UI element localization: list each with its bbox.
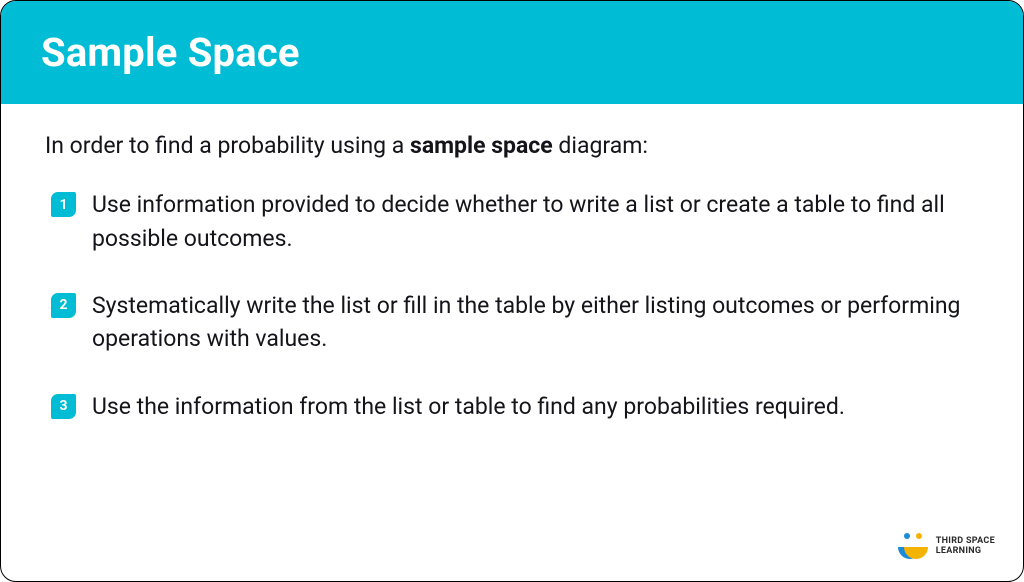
logo-line1: THIRD SPACE [936, 536, 995, 546]
step-badge: 1 [51, 192, 76, 217]
intro-bold: sample space [410, 132, 553, 159]
intro-text: In order to find a probability using a s… [45, 130, 979, 162]
step-item: 2 Systematically write the list or fill … [51, 289, 979, 356]
step-text: Systematically write the list or fill in… [92, 289, 979, 356]
logo-dot-yellow-icon [916, 533, 922, 539]
steps-list: 1 Use information provided to decide whe… [45, 188, 979, 423]
step-item: 1 Use information provided to decide whe… [51, 188, 979, 255]
step-item: 3 Use the information from the list or t… [51, 390, 979, 423]
card-header: Sample Space [1, 1, 1023, 104]
step-text: Use information provided to decide wheth… [92, 188, 979, 255]
info-card: Sample Space In order to find a probabil… [0, 0, 1024, 582]
logo-text: THIRD SPACE LEARNING [936, 536, 995, 557]
brand-logo: THIRD SPACE LEARNING [898, 533, 995, 559]
step-text: Use the information from the list or tab… [92, 390, 845, 423]
intro-prefix: In order to find a probability using a [45, 132, 410, 159]
logo-line2: LEARNING [936, 546, 995, 556]
step-badge: 3 [51, 394, 76, 419]
step-badge: 2 [51, 293, 76, 318]
intro-suffix: diagram: [553, 132, 648, 159]
card-content: In order to find a probability using a s… [1, 104, 1023, 423]
logo-mark-icon [898, 533, 928, 559]
logo-dot-blue-icon [904, 533, 910, 539]
card-title: Sample Space [41, 29, 983, 76]
